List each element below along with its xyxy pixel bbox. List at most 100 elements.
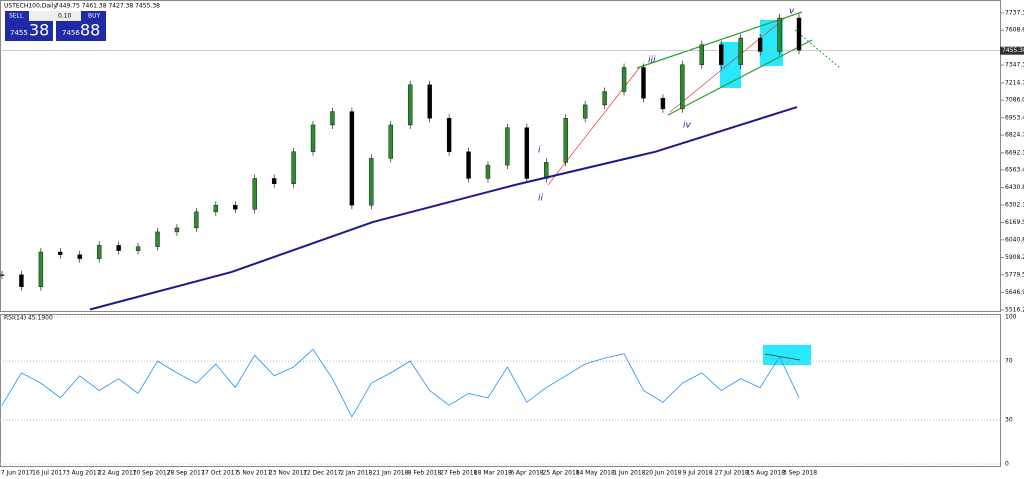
candle — [466, 151, 471, 179]
candle — [680, 64, 685, 110]
date-label: 9 Jul 2018 — [683, 470, 713, 477]
price-label: 6169.50 — [1005, 219, 1024, 226]
date-label: 22 Aug 2017 — [98, 470, 137, 477]
wave-label: i — [538, 146, 541, 156]
rsi-title: RSI(14) 45.1900 — [4, 315, 53, 322]
sell-label: SELL — [9, 13, 24, 20]
candle — [38, 251, 44, 287]
candle — [19, 274, 24, 287]
date-label: 1 Jun 2018 — [613, 470, 645, 477]
candle — [777, 17, 782, 52]
date-label: 25 Apr 2018 — [543, 470, 580, 477]
candle — [719, 44, 724, 65]
candle — [738, 37, 743, 65]
moving-average — [89, 106, 798, 311]
candle — [408, 84, 413, 126]
wave-label: v — [789, 7, 795, 17]
lot-value: 0.10 — [58, 13, 72, 20]
candle — [349, 111, 355, 206]
highlight-box — [720, 42, 741, 88]
channel-line — [636, 11, 803, 69]
chart-header: USTECH100,Daily — [4, 3, 57, 10]
chart-quote: 7449.75 7461.38 7427.38 7455.38 — [55, 3, 160, 10]
price-label: 6692.10 — [1005, 149, 1024, 156]
price-label: 6953.40 — [1005, 114, 1024, 121]
date-label: 3 Aug 2017 — [66, 470, 101, 477]
candle — [330, 111, 335, 126]
candle — [194, 211, 199, 229]
date-label: 16 Jul 2017 — [32, 470, 66, 477]
candle — [135, 246, 141, 251]
candle — [446, 118, 452, 152]
highlight-box — [760, 20, 783, 66]
price-label: 6302.10 — [1005, 201, 1024, 208]
date-label: 18 Mar 2018 — [474, 470, 512, 477]
trade-panel: SELL BUY 0.10 7455 38 7456 88 — [5, 11, 106, 41]
candle — [77, 254, 82, 259]
date-label: 6 Apr 2018 — [510, 470, 543, 477]
date-label: 27 Jul 2018 — [715, 470, 749, 477]
rsi-level-label: 100 — [1005, 314, 1017, 321]
lot-input[interactable] — [29, 11, 81, 21]
date-label: 28 Sep 2017 — [167, 470, 205, 477]
rsi-frame — [0, 314, 1001, 467]
candle — [58, 251, 63, 255]
price-label: 5646.90 — [1005, 289, 1024, 296]
price-label: 7347.30 — [1005, 62, 1024, 69]
candle — [271, 178, 277, 184]
candle — [291, 151, 296, 184]
candle — [757, 37, 763, 52]
candle — [641, 67, 646, 99]
candle — [524, 127, 530, 179]
price-label: 5779.50 — [1005, 271, 1024, 278]
date-label: 3 Sep 2018 — [783, 470, 817, 477]
candle — [388, 124, 393, 159]
trend-line — [669, 17, 786, 113]
candle — [660, 98, 666, 110]
date-label: 27 Feb 2018 — [440, 470, 478, 477]
sell-price: 7455 — [10, 29, 28, 37]
candle — [213, 204, 219, 213]
candle — [233, 204, 238, 210]
wave-label: iii — [648, 56, 656, 66]
price-label: 6563.40 — [1005, 166, 1024, 173]
candle — [699, 44, 705, 65]
date-label: 12 Dec 2017 — [303, 470, 342, 477]
price-label: 7737.30 — [1005, 10, 1024, 17]
wave-label: ii — [538, 194, 544, 204]
price-label: 7608.60 — [1005, 27, 1024, 34]
candle — [602, 91, 607, 106]
price-label: 7214.70 — [1005, 79, 1024, 86]
rsi-level-label: 0 — [1005, 461, 1009, 468]
candle — [427, 84, 432, 119]
main-frame — [0, 0, 1001, 312]
candle — [174, 227, 180, 233]
candle — [563, 118, 568, 163]
rsi-level-label: 70 — [1005, 358, 1013, 365]
current-price-label: 7455.38 — [1002, 47, 1024, 54]
candle — [310, 124, 316, 152]
candle — [505, 127, 510, 166]
candle — [252, 178, 257, 210]
date-label: 2 Jan 2018 — [340, 470, 372, 477]
price-label: 6824.70 — [1005, 132, 1024, 139]
current-price-badge — [1000, 46, 1024, 55]
date-label: 17 Oct 2017 — [201, 470, 238, 477]
date-label: 8 Feb 2018 — [408, 470, 442, 477]
price-label: 7086.00 — [1005, 97, 1024, 104]
date-label: 14 May 2018 — [576, 470, 615, 477]
rsi-level-label: 30 — [1005, 416, 1013, 423]
candle — [621, 67, 627, 92]
projection-line — [794, 29, 841, 69]
price-label: 5516.20 — [1005, 307, 1024, 314]
buy-label: BUY — [88, 13, 101, 20]
price-label: 6040.80 — [1005, 236, 1024, 243]
candle — [369, 158, 374, 206]
rsi-trend-line — [764, 353, 801, 361]
buy-price: 7456 — [62, 29, 80, 37]
date-label: 23 Nov 2017 — [269, 470, 308, 477]
date-label: 21 Jan 2018 — [372, 470, 408, 477]
date-label: 27 Jun 2017 — [0, 470, 33, 477]
date-label: 10 Sep 2017 — [133, 470, 171, 477]
